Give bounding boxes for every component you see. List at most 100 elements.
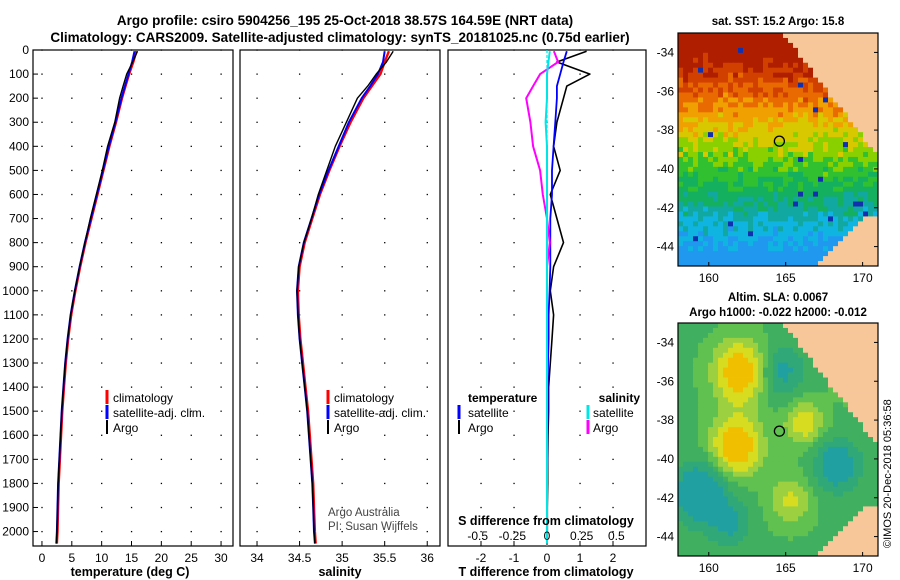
sla-cell: [768, 397, 774, 403]
sst-cell: [813, 102, 819, 108]
sst-cell: [823, 137, 829, 143]
sst-cell: [703, 82, 709, 88]
sla-cell: [803, 422, 809, 428]
sla-cell: [858, 496, 864, 502]
sla-cell: [738, 461, 744, 468]
sla-cell: [743, 327, 749, 334]
sla-cell: [783, 397, 789, 403]
sla-cell: [818, 491, 824, 497]
sla-cell: [798, 496, 804, 502]
sla-cell: [698, 501, 704, 507]
sst-cell: [748, 171, 754, 178]
sst-cell: [733, 181, 739, 188]
grid-dot: [130, 121, 133, 123]
sla-cell: [848, 516, 854, 522]
land-cell: [863, 397, 869, 403]
land-cell: [868, 77, 874, 83]
land-cell: [838, 347, 844, 354]
sst-cell: [788, 181, 794, 188]
depth-tick-label: 400: [9, 139, 29, 153]
sla-cell: [768, 362, 774, 369]
sla-cell: [733, 327, 739, 334]
sla-cell: [838, 407, 844, 413]
sst-cell: [753, 37, 759, 44]
land-cell: [838, 62, 844, 69]
sst-cell: [718, 82, 724, 88]
land-cell: [828, 261, 834, 267]
sst-cell: [793, 166, 799, 173]
sst-cell: [718, 171, 724, 178]
sla-cell: [728, 466, 734, 473]
sla-cell: [758, 342, 764, 349]
sst-cell: [778, 82, 784, 88]
grid-dot: [426, 266, 428, 268]
sst-cell: [808, 251, 814, 257]
sst-cell: [748, 196, 754, 202]
sst-cell: [803, 102, 809, 108]
sla-cell: [688, 397, 694, 403]
sla-cell: [733, 337, 739, 344]
sst-cell: [708, 246, 714, 252]
grid-dot: [612, 458, 614, 461]
sst-cell: [678, 226, 684, 232]
land-cell: [843, 327, 849, 334]
land-cell: [868, 427, 874, 433]
sla-cell: [858, 501, 864, 507]
sla-cell: [698, 417, 704, 423]
grid-dot: [220, 458, 222, 461]
map-y-tick-label: -38: [657, 123, 675, 137]
sla-cell: [718, 412, 724, 418]
sla-cell: [848, 486, 854, 492]
land-cell: [873, 402, 879, 408]
sst-cell: [773, 181, 779, 188]
sla-cell: [773, 546, 779, 552]
sla-cell: [708, 456, 714, 463]
sst-cell: [693, 241, 699, 247]
sla-cell: [748, 332, 754, 339]
sla-cell: [763, 337, 769, 344]
sst-cell: [853, 132, 859, 138]
land-cell: [873, 62, 879, 69]
sla-cell: [713, 432, 719, 438]
land-cell: [868, 362, 874, 369]
sla-cell: [703, 441, 709, 448]
sla-cell: [738, 486, 744, 492]
sla-cell: [778, 516, 784, 522]
sst-cell: [743, 226, 749, 232]
land-cell: [863, 427, 869, 433]
sst-cell: [743, 236, 749, 242]
sla-cell: [803, 466, 809, 473]
grid-dot: [384, 97, 386, 99]
sst-cell: [778, 156, 784, 163]
sst-cell: [718, 52, 724, 59]
sla-cell: [833, 471, 839, 478]
land-cell: [833, 551, 839, 557]
sst-cell: [698, 137, 704, 143]
sst-cell: [818, 102, 824, 108]
sla-cell: [703, 531, 709, 537]
sst-cell: [803, 236, 809, 242]
sla-cell: [863, 481, 869, 487]
sla-cell: [828, 451, 834, 458]
sla-cell: [863, 486, 869, 492]
grid-dot: [256, 530, 258, 533]
sst-cell: [843, 161, 849, 168]
sst-cell: [738, 246, 744, 252]
sst-cell: [803, 62, 809, 69]
sst-cell: [803, 87, 809, 93]
sla-cell: [868, 476, 874, 483]
sst-cell: [828, 171, 834, 178]
sst-cell: [703, 97, 709, 103]
sla-cell: [838, 437, 844, 443]
grid-dot: [256, 314, 258, 316]
sst-cell: [753, 132, 759, 138]
sla-cell: [703, 327, 709, 334]
sla-cell: [803, 427, 809, 433]
sst-cell: [708, 147, 714, 153]
land-cell: [823, 261, 829, 267]
sla-cell: [718, 466, 724, 473]
sst-cell: [758, 37, 764, 44]
grid-dot: [190, 290, 192, 292]
sst-cell: [793, 151, 799, 158]
sla-cell: [788, 392, 794, 398]
